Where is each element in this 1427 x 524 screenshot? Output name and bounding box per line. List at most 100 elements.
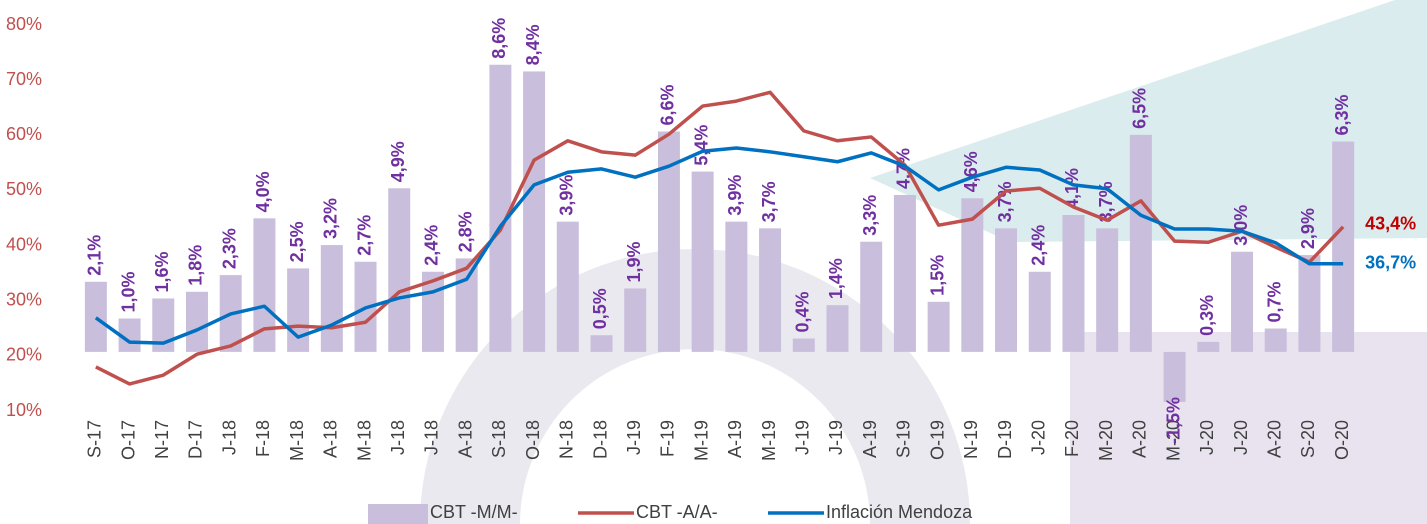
x-tick-label: S-18	[489, 420, 509, 458]
x-tick-label: D-17	[186, 420, 206, 459]
x-tick-label: O-17	[118, 420, 138, 460]
x-tick-label: N-17	[152, 420, 172, 459]
data-label: 3,0%	[1231, 205, 1251, 246]
x-tick-label: M-19	[759, 420, 779, 461]
x-tick-label: J-18	[219, 420, 239, 455]
y-tick-label: 80%	[6, 14, 42, 34]
x-tick-label: F-20	[1062, 420, 1082, 457]
bar	[321, 245, 343, 352]
x-tick-label: A-18	[455, 420, 475, 458]
x-tick-label: S-19	[894, 420, 914, 458]
x-tick-label: M-20	[1096, 420, 1116, 461]
data-label: 6,3%	[1332, 95, 1352, 136]
data-label: 4,6%	[961, 151, 981, 192]
x-tick-label: M-19	[691, 420, 711, 461]
data-label: 2,1%	[85, 235, 105, 276]
data-label: -1,5%	[1163, 397, 1183, 444]
x-tick-label: N-18	[557, 420, 577, 459]
bar	[793, 339, 815, 352]
x-tick-label: M-18	[287, 420, 307, 461]
x-tick-label: O-18	[523, 420, 543, 460]
x-tick-label: S-17	[85, 420, 105, 458]
data-label: 4,9%	[388, 141, 408, 182]
x-tick-label: J-19	[826, 420, 846, 455]
data-label: 8,4%	[523, 24, 543, 65]
bar	[692, 172, 714, 352]
data-label: 1,4%	[826, 258, 846, 299]
bar	[523, 71, 545, 351]
bar	[1062, 215, 1084, 352]
bar	[1231, 252, 1253, 352]
x-tick-label: F-19	[658, 420, 678, 457]
bar	[557, 222, 579, 352]
data-label: 2,7%	[354, 215, 374, 256]
x-tick-label: A-19	[725, 420, 745, 458]
data-label: 0,3%	[1197, 295, 1217, 336]
data-label: 0,5%	[590, 288, 610, 329]
x-tick-label: J-18	[422, 420, 442, 455]
y-tick-label: 30%	[6, 289, 42, 309]
bar	[826, 305, 848, 352]
bar	[1332, 142, 1354, 352]
bar	[591, 335, 613, 352]
data-label: 0,4%	[793, 292, 813, 333]
y-tick-label: 50%	[6, 179, 42, 199]
x-tick-label: O-20	[1332, 420, 1352, 460]
data-label: 1,8%	[186, 245, 206, 286]
legend-label: CBT -A/A-	[636, 502, 718, 522]
y-tick-label: 60%	[6, 124, 42, 144]
data-label: 2,4%	[422, 225, 442, 266]
x-tick-label: A-20	[1264, 420, 1284, 458]
x-tick-label: A-19	[860, 420, 880, 458]
x-tick-label: J-18	[388, 420, 408, 455]
data-label: 8,6%	[489, 18, 509, 59]
bar	[1130, 135, 1152, 352]
x-tick-label: D-19	[995, 420, 1015, 459]
bar	[894, 195, 916, 352]
bar	[860, 242, 882, 352]
data-label: 2,3%	[219, 228, 239, 269]
bar	[1265, 329, 1287, 352]
data-label: 4,0%	[253, 171, 273, 212]
x-tick-label: N-19	[961, 420, 981, 459]
bar	[85, 282, 107, 352]
x-tick-label: J-19	[624, 420, 644, 455]
bar	[388, 188, 410, 352]
bar	[928, 302, 950, 352]
data-label: 3,9%	[557, 175, 577, 216]
x-tick-label: A-20	[1130, 420, 1150, 458]
y-tick-label: 40%	[6, 234, 42, 254]
data-label: 0,7%	[1264, 281, 1284, 322]
y-tick-label: 70%	[6, 69, 42, 89]
bar	[1164, 352, 1186, 402]
x-tick-label: F-18	[253, 420, 273, 457]
bar	[1298, 255, 1320, 352]
bar	[759, 228, 781, 352]
bar	[995, 228, 1017, 352]
x-tick-label: J-20	[1029, 420, 1049, 455]
y-tick-label: 20%	[6, 345, 42, 365]
data-label: 1,0%	[118, 271, 138, 312]
x-tick-label: A-18	[321, 420, 341, 458]
data-label: 1,9%	[624, 241, 644, 282]
bar	[1029, 272, 1051, 352]
x-tick-label: M-18	[354, 420, 374, 461]
bar	[1197, 342, 1219, 352]
end-label: 43,4%	[1365, 214, 1416, 234]
data-label: 3,7%	[995, 181, 1015, 222]
bar	[186, 292, 208, 352]
data-label: 6,5%	[1130, 88, 1150, 129]
data-label: 5,4%	[691, 125, 711, 166]
legend-label: CBT -M/M-	[430, 502, 518, 522]
x-tick-label: O-19	[927, 420, 947, 460]
data-label: 3,3%	[860, 195, 880, 236]
x-tick-label: J-20	[1197, 420, 1217, 455]
data-label: 3,9%	[725, 175, 745, 216]
x-tick-label: S-20	[1298, 420, 1318, 458]
data-label: 2,9%	[1298, 208, 1318, 249]
data-label: 3,2%	[321, 198, 341, 239]
legend-label: Inflación Mendoza	[826, 502, 973, 522]
data-label: 3,7%	[759, 181, 779, 222]
bar	[489, 65, 511, 352]
x-tick-label: J-19	[793, 420, 813, 455]
